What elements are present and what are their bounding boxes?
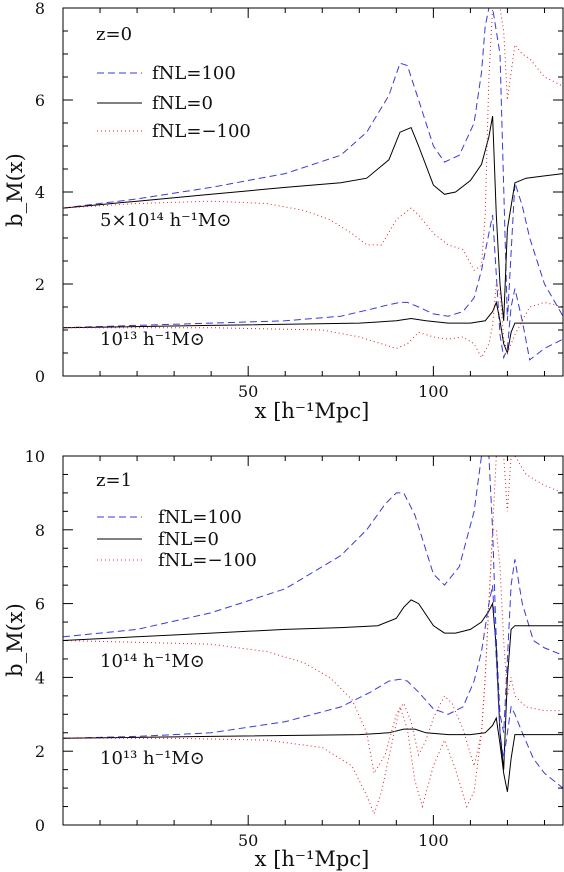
series-line-dashed-0 xyxy=(63,456,563,733)
y-tick-label: 0 xyxy=(35,816,45,835)
series-line-solid-1 xyxy=(63,116,563,321)
series-line-solid-4 xyxy=(63,300,563,355)
panel-label-z0: z=0 xyxy=(96,24,132,45)
panel-z0: 50 100 0 2 4 6 8 z=0 fNL=100 fNL=0 fNL=−100 5×… xyxy=(3,0,564,423)
series-line-dashed-0 xyxy=(63,8,563,321)
x-tick-label: 50 xyxy=(238,382,258,401)
series-line-dashed-3 xyxy=(63,585,563,789)
legend-text-fnl-0: fNL=0 xyxy=(158,529,219,550)
ticks-layer-z1: 50 100 0 2 4 6 8 10 xyxy=(25,447,563,850)
legend-text-fnl-pos100: fNL=100 xyxy=(152,63,236,84)
x-axis-label-z0: x [h⁻¹Mpc] xyxy=(255,399,370,423)
y-tick-label: 10 xyxy=(25,447,45,466)
legend-z1: fNL=100 fNL=0 fNL=−100 xyxy=(97,507,257,571)
mass-label-low-z0: 10¹³ h⁻¹M⊙ xyxy=(100,329,205,350)
y-tick-label: 2 xyxy=(35,275,45,294)
x-tick-label: 50 xyxy=(238,831,258,850)
series-line-dotted-2 xyxy=(63,8,563,271)
y-tick-label: 4 xyxy=(35,668,45,687)
legend-text-fnl-neg100: fNL=−100 xyxy=(152,121,251,142)
y-tick-label: 2 xyxy=(35,742,45,761)
mass-label-high-z0: 5×10¹⁴ h⁻¹M⊙ xyxy=(100,210,231,231)
series-line-dotted-5 xyxy=(63,283,563,359)
x-axis-label-z1: x [h⁻¹Mpc] xyxy=(255,847,370,871)
panel-label-z1: z=1 xyxy=(96,470,132,491)
x-tick-label: 100 xyxy=(418,831,449,850)
series-layer-z0 xyxy=(63,8,563,361)
legend-text-fnl-pos100: fNL=100 xyxy=(158,507,242,528)
plot-frame-z0 xyxy=(62,7,564,377)
y-tick-label: 6 xyxy=(35,91,45,110)
mass-label-high-z1: 10¹⁴ h⁻¹M⊙ xyxy=(100,651,205,672)
series-line-dotted-2 xyxy=(63,456,563,775)
legend-z0: fNL=100 fNL=0 fNL=−100 xyxy=(97,63,251,142)
y-tick-label: 6 xyxy=(35,595,45,614)
legend-text-fnl-neg100: fNL=−100 xyxy=(158,550,257,571)
y-tick-label: 8 xyxy=(35,521,45,540)
series-layer-z1 xyxy=(63,456,563,816)
y-tick-label: 4 xyxy=(35,183,45,202)
y-axis-label-z0: b_M(x) xyxy=(3,153,27,227)
ticks-layer-z0: 50 100 0 2 4 6 8 xyxy=(35,0,563,401)
x-tick-label: 100 xyxy=(418,382,449,401)
y-tick-label: 0 xyxy=(35,367,45,386)
legend-text-fnl-0: fNL=0 xyxy=(152,93,213,114)
y-axis-label-z1: b_M(x) xyxy=(3,603,27,677)
plot-frame-z1 xyxy=(62,455,564,826)
series-line-dashed-3 xyxy=(63,214,563,361)
y-tick-label: 8 xyxy=(35,0,45,18)
mass-label-low-z1: 10¹³ h⁻¹M⊙ xyxy=(100,748,205,769)
series-line-solid-1 xyxy=(63,599,563,770)
series-line-solid-4 xyxy=(63,716,563,792)
